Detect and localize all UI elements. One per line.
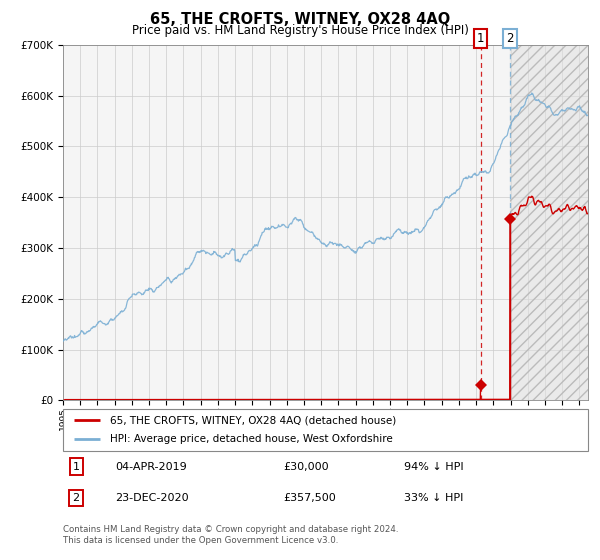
Bar — [510, 45, 588, 400]
Text: 65, THE CROFTS, WITNEY, OX28 4AQ: 65, THE CROFTS, WITNEY, OX28 4AQ — [150, 12, 450, 27]
Text: 2: 2 — [506, 32, 514, 45]
Bar — [510, 45, 588, 400]
Text: £357,500: £357,500 — [284, 493, 336, 503]
Text: Contains HM Land Registry data © Crown copyright and database right 2024.
This d: Contains HM Land Registry data © Crown c… — [63, 525, 398, 545]
FancyBboxPatch shape — [63, 409, 588, 451]
Text: 04-APR-2019: 04-APR-2019 — [115, 461, 187, 472]
Text: 65, THE CROFTS, WITNEY, OX28 4AQ (detached house): 65, THE CROFTS, WITNEY, OX28 4AQ (detach… — [110, 415, 397, 425]
Text: 1: 1 — [73, 461, 80, 472]
Text: 33% ↓ HPI: 33% ↓ HPI — [404, 493, 464, 503]
Text: 94% ↓ HPI: 94% ↓ HPI — [404, 461, 464, 472]
Text: 23-DEC-2020: 23-DEC-2020 — [115, 493, 189, 503]
Text: 1: 1 — [477, 32, 484, 45]
Text: 2: 2 — [73, 493, 80, 503]
Text: HPI: Average price, detached house, West Oxfordshire: HPI: Average price, detached house, West… — [110, 435, 393, 445]
Text: £30,000: £30,000 — [284, 461, 329, 472]
Text: Price paid vs. HM Land Registry's House Price Index (HPI): Price paid vs. HM Land Registry's House … — [131, 24, 469, 36]
